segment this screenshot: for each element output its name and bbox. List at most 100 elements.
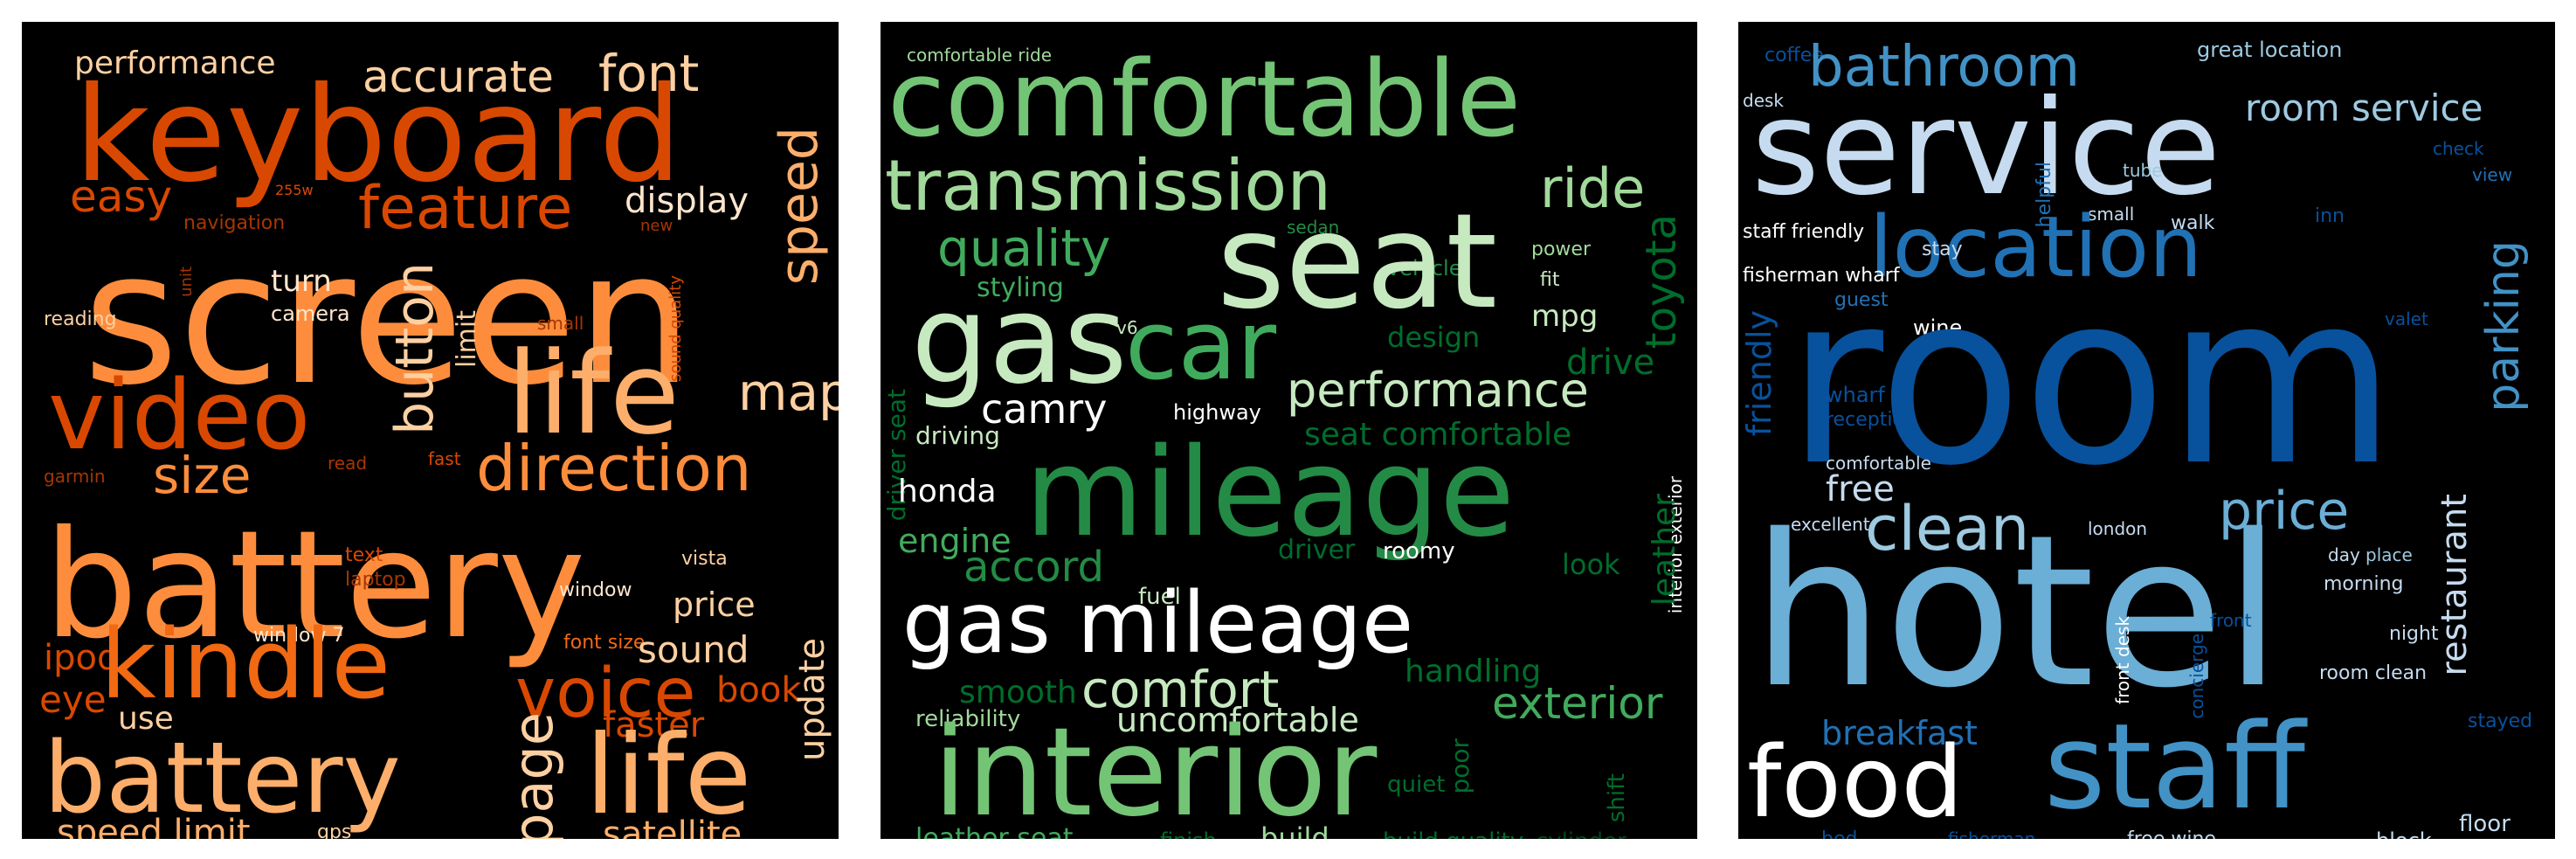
word-breakfast: breakfast [1821,714,1978,752]
word-ipod: ipod [44,638,120,678]
word-fuel: fuel [1138,584,1181,610]
word-use: use [118,701,174,737]
word-font-size: font size [563,632,646,654]
word-staff-friendly: staff friendly [1743,221,1865,243]
word-roomy: roomy [1383,538,1455,565]
word-driver: driver [1278,535,1356,565]
word-camry: camry [981,385,1108,433]
word-text: text [345,544,383,566]
word-page: page [501,712,565,839]
word-desk: desk [1743,90,1785,111]
word-seat-comfortable: seat comfortable [1304,417,1572,453]
word-price: price [673,585,756,624]
word-ride: ride [1540,156,1646,220]
word-faster: faster [603,705,705,745]
word-food: food [1747,726,1964,839]
word-display: display [625,181,749,221]
word-life: life [507,327,680,460]
word-comfort: comfort [1081,660,1280,719]
word-gas: gas [911,269,1128,412]
word-wharf: wharf [1826,383,1885,407]
word-speed-limit: speed limit [57,813,251,839]
word-font: font [598,44,700,103]
word-vista: vista [681,548,728,570]
word-stay: stay [1922,239,1963,260]
word-window: window [559,579,632,601]
word-video: video [48,359,311,471]
word-valet: valet [2385,308,2428,329]
word-restaurant: restaurant [2434,494,2475,676]
word-room: room [1786,242,2397,517]
word-transmission: transmission [885,145,1332,226]
word-vehicle: vehicle [1387,256,1462,281]
word-excellent: excellent [1791,514,1870,535]
word-limit: limit [452,310,482,368]
word-read: read [328,453,368,474]
word-map: map [738,363,839,422]
word-easy: easy [70,171,173,222]
word-staff: staff [2044,698,2306,835]
word-navigation: navigation [183,212,286,234]
word-guest: guest [1834,289,1889,311]
word-driving: driving [915,421,1000,450]
word-tube: tube [2123,160,2163,181]
word-accord: accord [963,543,1104,592]
word-cloud-hotels: coffee bathroom great location room service… [1738,22,2555,839]
word-window-7: window 7 [253,625,345,647]
word-voice: voice [515,655,696,733]
word-comfortable-ride: comfortable ride [907,45,1053,66]
word-great-location: great location [2197,38,2343,62]
word-quiet: quiet [1387,772,1446,798]
word-front: front [2210,610,2252,631]
word-toyota: toyota [1637,214,1686,350]
word-reception: reception [1826,409,1916,431]
word-garmin: garmin [44,466,106,487]
word-engine: engine [898,522,1012,560]
word-leather: leather [1647,494,1682,606]
word-interior: interior [933,702,1378,839]
word-night: night [2389,623,2439,645]
word-small: small [537,313,584,334]
word-accurate: accurate [363,52,554,102]
word-laptop: laptop [345,569,406,591]
word-camera: camera [271,301,350,326]
word-stayed: stayed [2468,710,2533,732]
word-drive: drive [1566,343,1655,383]
word-morning: morning [2324,573,2404,595]
word-room-service: room service [2245,87,2483,129]
word-life: life [585,712,752,839]
word-fisherman: fisherman [1948,828,2036,839]
word-size: size [153,446,252,505]
word-255w: 255w [275,182,314,198]
word-performance: performance [1287,363,1589,418]
word-book: book [716,670,802,710]
word-direction: direction [476,432,752,505]
word-car: car [1125,289,1277,401]
word-cylinder: cylinder [1536,830,1626,839]
word-fit: fit [1540,269,1560,291]
word-service: service [1751,73,2221,225]
word-smooth: smooth [959,675,1077,710]
word-feature: feature [358,174,573,243]
word-v6: v6 [1116,317,1138,338]
word-small: small [2088,204,2135,225]
word-highway: highway [1173,400,1261,425]
word-walk: walk [2171,212,2215,234]
word-leather-seat: leather seat [915,823,1074,840]
word-poor: poor [1446,738,1474,794]
word-turn: turn [271,264,332,299]
word-new: new [640,217,673,235]
word-keyboard: keyboard [74,59,682,211]
word-comfortable: comfortable [1826,453,1931,474]
word-gps: gps [317,821,352,840]
word-free: free [1826,469,1895,509]
word-uncomfortable: uncomfortable [1116,701,1359,739]
word-price: price [2219,481,2350,542]
word-sedan: sedan [1287,217,1340,238]
word-cloud-cars: comfortable ride comfortable transmission q… [881,22,1697,839]
word-performance: performance [74,45,276,81]
word-build-quality: build quality [1383,830,1523,839]
word-update: update [792,638,832,761]
word-reading: reading [44,308,117,330]
word-build: build [1260,821,1329,839]
